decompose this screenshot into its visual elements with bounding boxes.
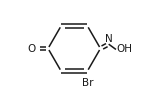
Text: OH: OH bbox=[116, 44, 133, 55]
Text: O: O bbox=[28, 43, 36, 54]
Text: Br: Br bbox=[82, 78, 94, 88]
Text: N: N bbox=[105, 34, 113, 44]
